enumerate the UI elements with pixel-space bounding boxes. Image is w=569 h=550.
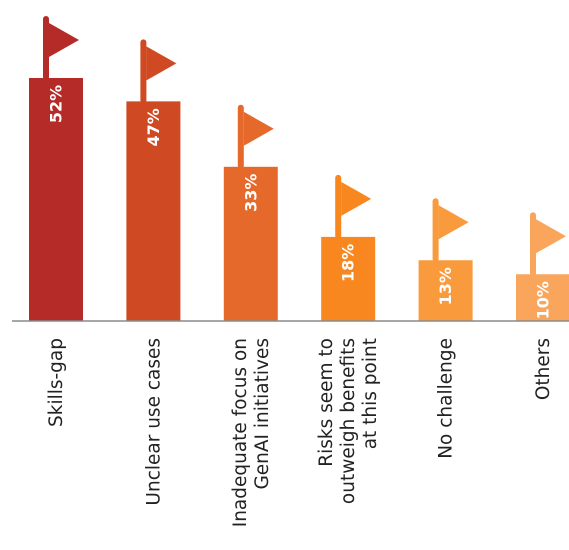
category-label-line: Inadequate focus on bbox=[230, 338, 251, 527]
flag bbox=[536, 219, 566, 254]
flag-pole bbox=[335, 174, 342, 239]
category-label: No challenge bbox=[436, 338, 457, 459]
data-label: 47% bbox=[144, 108, 163, 146]
bars-layer: 52% 47% 33% 18% 13% 10% bbox=[29, 16, 569, 321]
category-label-line: GenAI initiatives bbox=[252, 338, 273, 490]
flag-pole bbox=[237, 104, 244, 169]
bar bbox=[321, 236, 376, 321]
bar bbox=[223, 166, 278, 321]
flag bbox=[341, 181, 372, 216]
flag-pole bbox=[140, 39, 147, 104]
category-label: Skills-gap bbox=[46, 338, 67, 427]
flag bbox=[146, 46, 177, 81]
category-label: Unclear use cases bbox=[143, 338, 164, 506]
flag bbox=[438, 205, 469, 240]
bar bbox=[418, 260, 473, 321]
flag-pole bbox=[432, 198, 439, 263]
data-label: 18% bbox=[339, 244, 358, 282]
data-label: 52% bbox=[47, 85, 66, 123]
category-label-line: Others bbox=[533, 338, 554, 400]
category-label-line: Skills-gap bbox=[46, 338, 67, 427]
bar bbox=[126, 101, 181, 321]
category-label-line: Risks seem to bbox=[316, 338, 337, 467]
category-labels-layer: Skills-gap Unclear use cases Inadequate fo… bbox=[46, 338, 554, 527]
category-label-line: No challenge bbox=[436, 338, 457, 459]
category-label: Risks seem tooutweigh benefitsat this po… bbox=[316, 338, 381, 504]
category-label-line: Unclear use cases bbox=[143, 338, 164, 506]
data-label: 10% bbox=[534, 281, 553, 319]
category-label-line: outweigh benefits bbox=[338, 338, 359, 504]
data-label: 33% bbox=[241, 174, 260, 212]
data-label: 13% bbox=[436, 267, 455, 305]
flag bbox=[49, 23, 79, 57]
flag bbox=[243, 111, 274, 146]
bar bbox=[29, 78, 83, 321]
category-label: Inadequate focus onGenAI initiatives bbox=[230, 338, 273, 527]
category-label-line: at this point bbox=[360, 338, 381, 449]
category-label: Others bbox=[533, 338, 554, 400]
bar bbox=[516, 274, 569, 321]
flag-pole bbox=[43, 16, 49, 80]
flag-pole bbox=[530, 212, 536, 277]
